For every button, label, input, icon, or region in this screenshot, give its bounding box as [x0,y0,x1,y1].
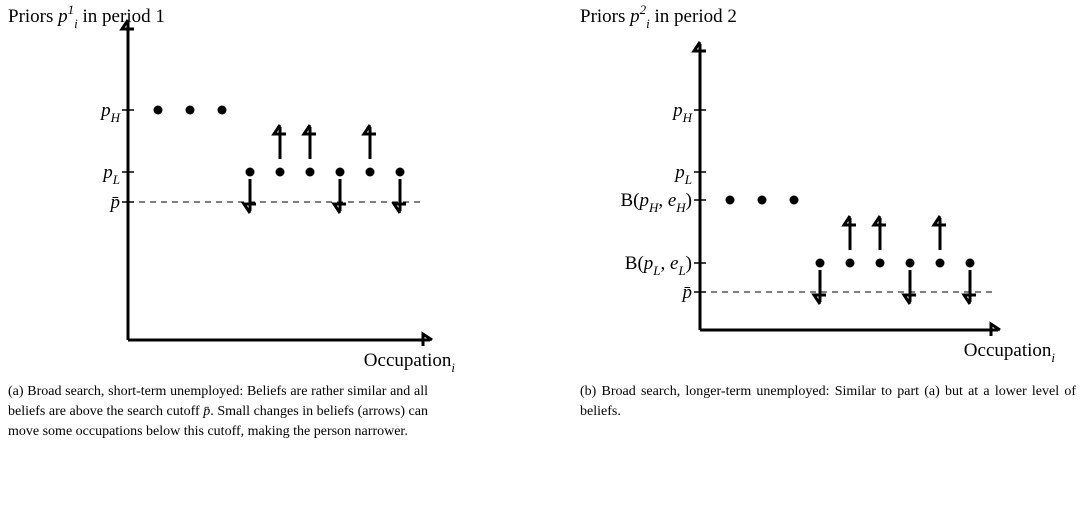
text-part: Priors [580,6,630,27]
caption-part: . Small changes in beliefs (arrows) can … [8,404,428,439]
caption-part: (b) Broad search, longer-term unemployed… [580,384,1076,419]
text-part: e [670,253,678,274]
y-tick-label: B(pH, eH) [620,190,692,215]
text-part: in period 1 [78,6,165,27]
caption: (b) Broad search, longer-term unemployed… [580,382,1076,422]
y-tick-label: pL [101,162,120,187]
arrow-head [119,19,134,31]
arrow-head [241,202,256,214]
caption-part: (a) Broad search, short-term unemployed:… [8,384,428,419]
panel-title: Priors p1i in period 1 [8,2,165,31]
text-part: p̄ [109,192,121,213]
text-part: L [677,263,685,278]
belief-dot [845,258,855,268]
text-part: H [110,110,121,125]
belief-dot [335,167,345,177]
text-part: i [1051,350,1055,365]
arrow-head [421,331,433,346]
text-part: p [671,100,683,121]
text-part: i [646,16,650,31]
text-part: , [661,253,671,274]
belief-dot [815,258,825,268]
text-part: 2 [640,2,647,17]
caption: (a) Broad search, short-term unemployed:… [8,382,428,442]
arrow-head [811,293,826,305]
text-part: p [101,162,113,183]
belief-dot [275,167,285,177]
arrow-head [901,293,916,305]
text-part: ) [686,253,692,274]
text-part: , [658,190,668,211]
y-tick-label: pL [673,162,692,187]
figure: Priors p1i in period 1pHpLp̄OccupationiP… [8,2,1056,375]
text-part: B( [620,190,639,211]
text-part: e [668,190,676,211]
belief-dot [757,195,767,205]
y-tick-label: p̄ [681,282,693,303]
text-part: L [652,263,660,278]
arrow-head [989,321,1001,336]
arrow-head [391,202,406,214]
text-part: p [56,6,68,27]
panel-title: Priors p2i in period 2 [580,2,737,31]
belief-dot [217,105,227,115]
belief-dot [789,195,799,205]
belief-dot [185,105,195,115]
arrow-head [931,215,946,227]
y-tick-label: p̄ [109,192,121,213]
text-part: p [99,100,111,121]
text-part: Occupation [964,340,1052,361]
arrow-head [871,215,886,227]
text-part: Occupation [364,350,452,371]
text-part: p̄ [681,282,693,303]
belief-dot [875,258,885,268]
text-part: 1 [68,2,75,17]
x-axis-label: Occupationi [364,350,456,375]
belief-dot [965,258,975,268]
y-tick-label: pH [671,100,693,125]
text-part: H [682,110,693,125]
belief-dot [245,167,255,177]
belief-dot [905,258,915,268]
text-part: p [642,253,654,274]
belief-dot [395,167,405,177]
arrow-head [841,215,856,227]
belief-dot [365,167,375,177]
text-part: H [648,200,659,215]
text-part: ) [686,190,692,211]
text-part: i [74,16,78,31]
y-tick-label: pH [99,100,121,125]
text-part: B( [625,253,644,274]
text-part: p [637,190,649,211]
text-part: L [112,172,120,187]
arrow-head [331,202,346,214]
arrow-head [691,41,706,53]
text-part: Priors [8,6,58,27]
arrow-head [961,293,976,305]
y-tick-label: B(pL, eL) [625,253,692,278]
x-axis-label: Occupationi [964,340,1056,365]
text-part: i [451,360,455,375]
text-part: H [675,200,686,215]
arrow-head [361,124,376,136]
belief-dot [935,258,945,268]
arrow-head [301,124,316,136]
text-part: p [673,162,685,183]
belief-dot [153,105,163,115]
arrow-head [271,124,286,136]
text-part: L [684,172,692,187]
belief-dot [305,167,315,177]
caption-part: p̄ [203,404,211,419]
text-part: in period 2 [650,6,737,27]
text-part: p [628,6,640,27]
belief-dot [725,195,735,205]
